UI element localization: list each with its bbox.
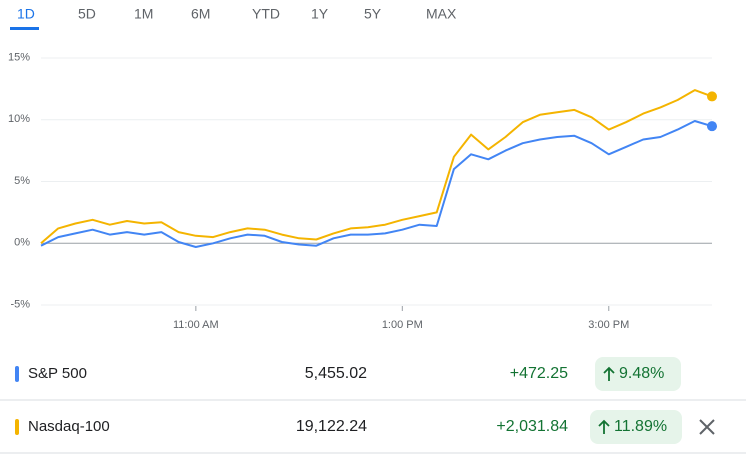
y-tick-label: 10% xyxy=(8,113,30,125)
close-icon[interactable] xyxy=(699,419,715,435)
series-color-indicator xyxy=(15,419,19,435)
price: 5,455.02 xyxy=(305,365,367,382)
range-tab[interactable]: 5Y xyxy=(364,6,382,22)
range-tab[interactable]: MAX xyxy=(426,6,457,22)
y-tick-label: -5% xyxy=(10,298,30,310)
y-tick-label: 5% xyxy=(14,175,30,187)
range-tab[interactable]: 1D xyxy=(17,6,35,22)
y-tick-label: 15% xyxy=(8,51,30,63)
up-arrow-icon xyxy=(603,366,615,381)
series-name: Nasdaq-100 xyxy=(28,418,110,435)
selected-tab-underline xyxy=(10,27,39,30)
range-tab[interactable]: 5D xyxy=(78,6,96,22)
series-line xyxy=(40,89,713,245)
range-tab[interactable]: 1Y xyxy=(311,6,329,22)
x-tick-label: 3:00 PM xyxy=(588,319,629,331)
percent-pill xyxy=(590,410,682,444)
series-color-indicator xyxy=(15,366,19,382)
series-line xyxy=(40,120,713,248)
last-point-dot xyxy=(707,121,717,132)
close-button[interactable] xyxy=(699,419,715,435)
price: 19,122.24 xyxy=(296,418,367,435)
y-tick-label: 0% xyxy=(14,237,30,249)
percent-pill xyxy=(595,357,681,391)
up-arrow-icon xyxy=(598,419,610,434)
x-tick-label: 1:00 PM xyxy=(382,319,423,331)
percent-change: 11.89% xyxy=(614,418,667,435)
series-name: S&P 500 xyxy=(28,365,87,382)
range-tab[interactable]: YTD xyxy=(252,6,280,22)
change: +472.25 xyxy=(510,365,568,382)
last-point-dot xyxy=(707,91,717,102)
x-tick-label: 11:00 AM xyxy=(173,319,219,331)
range-tab[interactable]: 6M xyxy=(191,6,210,22)
percent-change: 9.48% xyxy=(619,365,664,382)
range-tab[interactable]: 1M xyxy=(134,6,153,22)
change: +2,031.84 xyxy=(496,418,568,435)
